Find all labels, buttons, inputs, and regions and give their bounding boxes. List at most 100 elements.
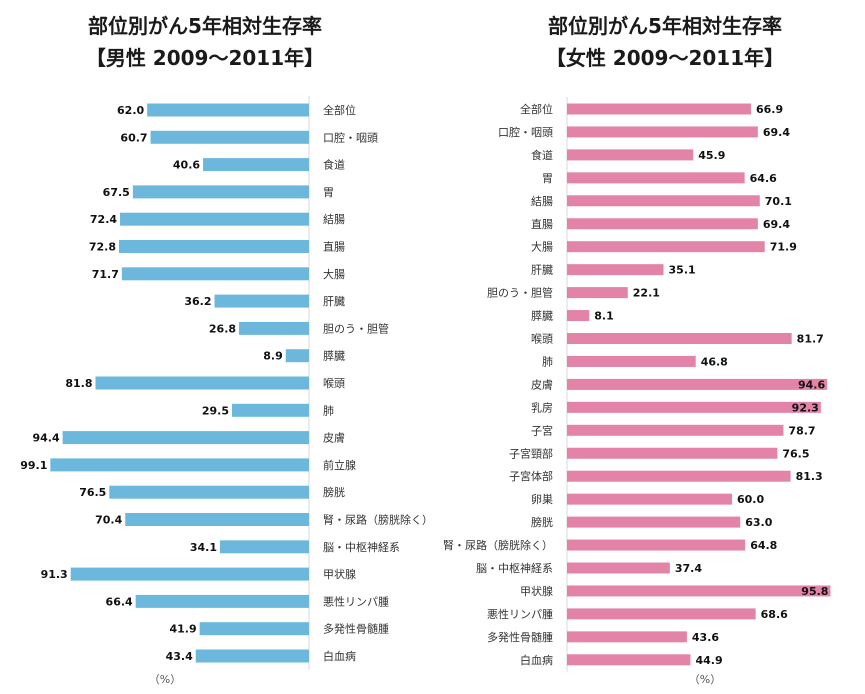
male-value-label: 99.1 <box>20 459 47 472</box>
male-bar <box>121 267 309 281</box>
male-value-label: 71.7 <box>92 268 119 281</box>
male-chart-subtitle: 【男性 2009～2011年】 <box>85 46 325 70</box>
female-unit-label: （%） <box>689 673 721 686</box>
male-category-label: 肝臓 <box>323 295 345 308</box>
male-bar <box>118 240 309 253</box>
male-bar <box>135 594 309 608</box>
male-bar <box>120 212 309 226</box>
female-value-label: 43.6 <box>692 631 719 644</box>
male-bar <box>203 158 309 172</box>
female-value-label: 46.8 <box>701 355 728 368</box>
male-value-label: 36.2 <box>184 295 211 308</box>
male-value-label: 60.7 <box>120 131 147 144</box>
female-category-label: 肺 <box>542 355 553 368</box>
female-category-label: 胆のう・胆管 <box>487 286 553 300</box>
female-bar <box>567 654 691 666</box>
female-category-label: 白血病 <box>520 653 553 667</box>
female-value-label: 70.1 <box>765 195 792 208</box>
male-value-label: 34.1 <box>190 541 217 554</box>
female-category-label: 卵巣 <box>531 493 553 506</box>
female-bar <box>567 608 756 620</box>
female-category-label: 食道 <box>531 148 553 162</box>
female-category-label: 多発性骨髄腫 <box>487 630 553 644</box>
male-bar <box>95 376 309 390</box>
female-category-label: 膀胱 <box>531 515 553 529</box>
female-value-label: 45.9 <box>698 149 725 162</box>
male-value-label: 72.8 <box>89 241 116 254</box>
male-category-label: 膵臓 <box>323 350 345 363</box>
female-value-label: 8.1 <box>594 310 614 323</box>
female-bar <box>567 149 694 161</box>
female-chart-subtitle: 【女性 2009～2011年】 <box>545 46 785 70</box>
male-category-label: 前立腺 <box>323 458 356 472</box>
male-category-label: 大腸 <box>323 267 345 281</box>
female-bar <box>567 447 778 459</box>
male-category-label: 甲状腺 <box>323 567 356 581</box>
female-bar <box>567 562 670 574</box>
female-bar <box>567 333 792 344</box>
male-value-label: 91.3 <box>41 568 68 581</box>
male-value-label: 40.6 <box>173 159 200 172</box>
male-value-label: 94.4 <box>32 432 59 445</box>
female-category-label: 乳房 <box>531 401 553 414</box>
female-category-label: 膵臓 <box>531 310 553 323</box>
female-bar <box>567 355 696 367</box>
female-value-label: 63.0 <box>745 516 772 529</box>
female-category-label: 全部位 <box>520 102 553 116</box>
female-category-label: 子宮体部 <box>509 469 553 483</box>
male-chart-title: 部位別がん5年相対生存率 <box>88 14 322 38</box>
male-category-label: 結腸 <box>323 212 345 226</box>
female-value-label: 22.1 <box>633 287 660 300</box>
male-category-label: 膀胱 <box>323 485 345 499</box>
male-value-label: 76.5 <box>79 486 106 499</box>
male-value-label: 26.8 <box>209 322 236 335</box>
female-bar <box>567 516 741 528</box>
female-bar <box>567 126 758 138</box>
male-value-label: 29.5 <box>202 404 229 417</box>
female-value-label: 81.3 <box>796 470 823 483</box>
female-bar <box>567 172 745 184</box>
male-category-label: 食道 <box>323 158 345 172</box>
male-value-label: 70.4 <box>95 514 122 527</box>
female-bar <box>567 493 732 505</box>
female-value-label: 94.6 <box>798 378 825 391</box>
female-value-label: 71.9 <box>770 241 797 254</box>
female-bar <box>567 218 758 230</box>
female-bar <box>567 241 765 253</box>
male-bar <box>195 649 309 663</box>
male-value-label: 67.5 <box>103 186 130 199</box>
female-bar <box>567 585 831 597</box>
male-category-label: 脳・中枢神経系 <box>323 540 400 554</box>
female-value-label: 92.3 <box>792 401 819 414</box>
female-bar <box>567 195 760 207</box>
male-bar <box>232 403 309 417</box>
female-value-label: 95.8 <box>801 585 828 598</box>
male-bar <box>239 321 309 335</box>
female-category-label: 腎・尿路（膀胱除く） <box>443 538 553 552</box>
male-bar <box>109 485 310 499</box>
male-value-label: 62.0 <box>117 104 144 117</box>
male-bar <box>214 294 309 308</box>
male-category-label: 悪性リンパ腫 <box>323 594 389 608</box>
female-category-label: 胃 <box>542 172 553 185</box>
male-category-label: 多発性骨髄腫 <box>323 622 389 636</box>
male-bar <box>132 185 309 199</box>
female-value-label: 64.8 <box>750 539 777 552</box>
female-category-label: 結腸 <box>531 194 553 208</box>
male-bar <box>150 130 309 144</box>
female-category-label: 悪性リンパ腫 <box>487 607 553 621</box>
male-bar <box>285 349 309 363</box>
female-bar <box>567 310 590 322</box>
male-category-label: 皮膚 <box>323 431 345 445</box>
male-bar <box>125 513 309 526</box>
male-category-label: 喉頭 <box>323 377 345 390</box>
male-category-label: 胆のう・胆管 <box>323 321 389 335</box>
male-category-label: 腎・尿路（膀胱除く） <box>323 513 433 527</box>
female-bar <box>567 470 791 482</box>
female-value-label: 69.4 <box>763 218 790 231</box>
male-bar <box>62 431 310 445</box>
female-value-label: 69.4 <box>763 126 790 139</box>
female-value-label: 76.5 <box>782 447 809 460</box>
